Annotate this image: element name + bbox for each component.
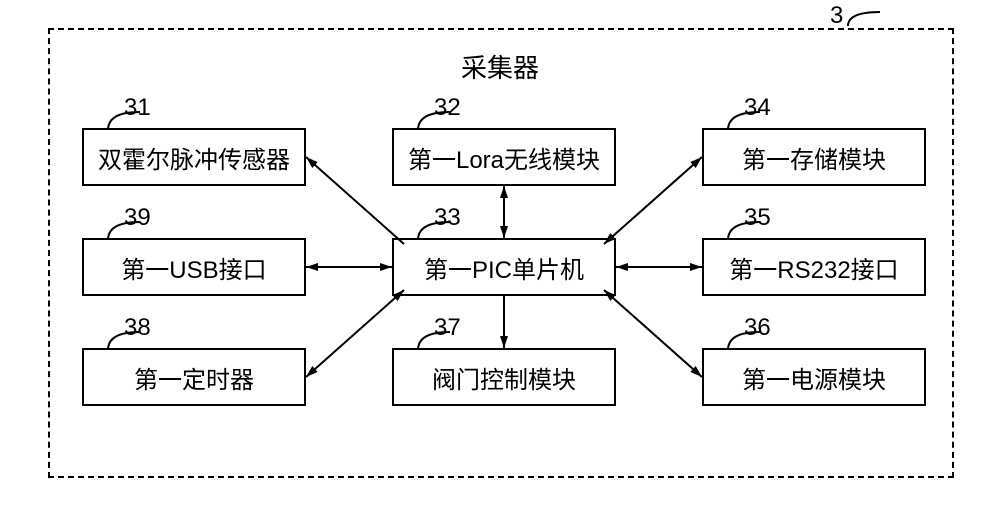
ref-label-n37: 37	[434, 314, 461, 342]
node-n37: 阀门控制模块	[392, 348, 616, 406]
node-n32: 第一Lora无线模块	[392, 128, 616, 186]
ref-label-n36: 36	[744, 314, 771, 342]
ref-label-n34: 34	[744, 94, 771, 122]
node-n36: 第一电源模块	[702, 348, 926, 406]
diagram-stage: 采集器 双霍尔脉冲传感器 31 第一USB接口 39 第一定时器 38 第一Lora无线模块…	[0, 0, 1000, 506]
node-n31: 双霍尔脉冲传感器	[82, 128, 306, 186]
node-n34: 第一存储模块	[702, 128, 926, 186]
ref-label-n39: 39	[124, 204, 151, 232]
node-n35: 第一RS232接口	[702, 238, 926, 296]
diagram-title: 采集器	[461, 48, 539, 85]
ref-label-n35: 35	[744, 204, 771, 232]
node-n38: 第一定时器	[82, 348, 306, 406]
ref-label-n31: 31	[124, 94, 151, 122]
node-n33: 第一PIC单片机	[392, 238, 616, 296]
ref-label-n33: 33	[434, 204, 461, 232]
node-n39: 第一USB接口	[82, 238, 306, 296]
ref-label-outer: 3	[830, 2, 843, 30]
ref-label-n32: 32	[434, 94, 461, 122]
ref-label-n38: 38	[124, 314, 151, 342]
